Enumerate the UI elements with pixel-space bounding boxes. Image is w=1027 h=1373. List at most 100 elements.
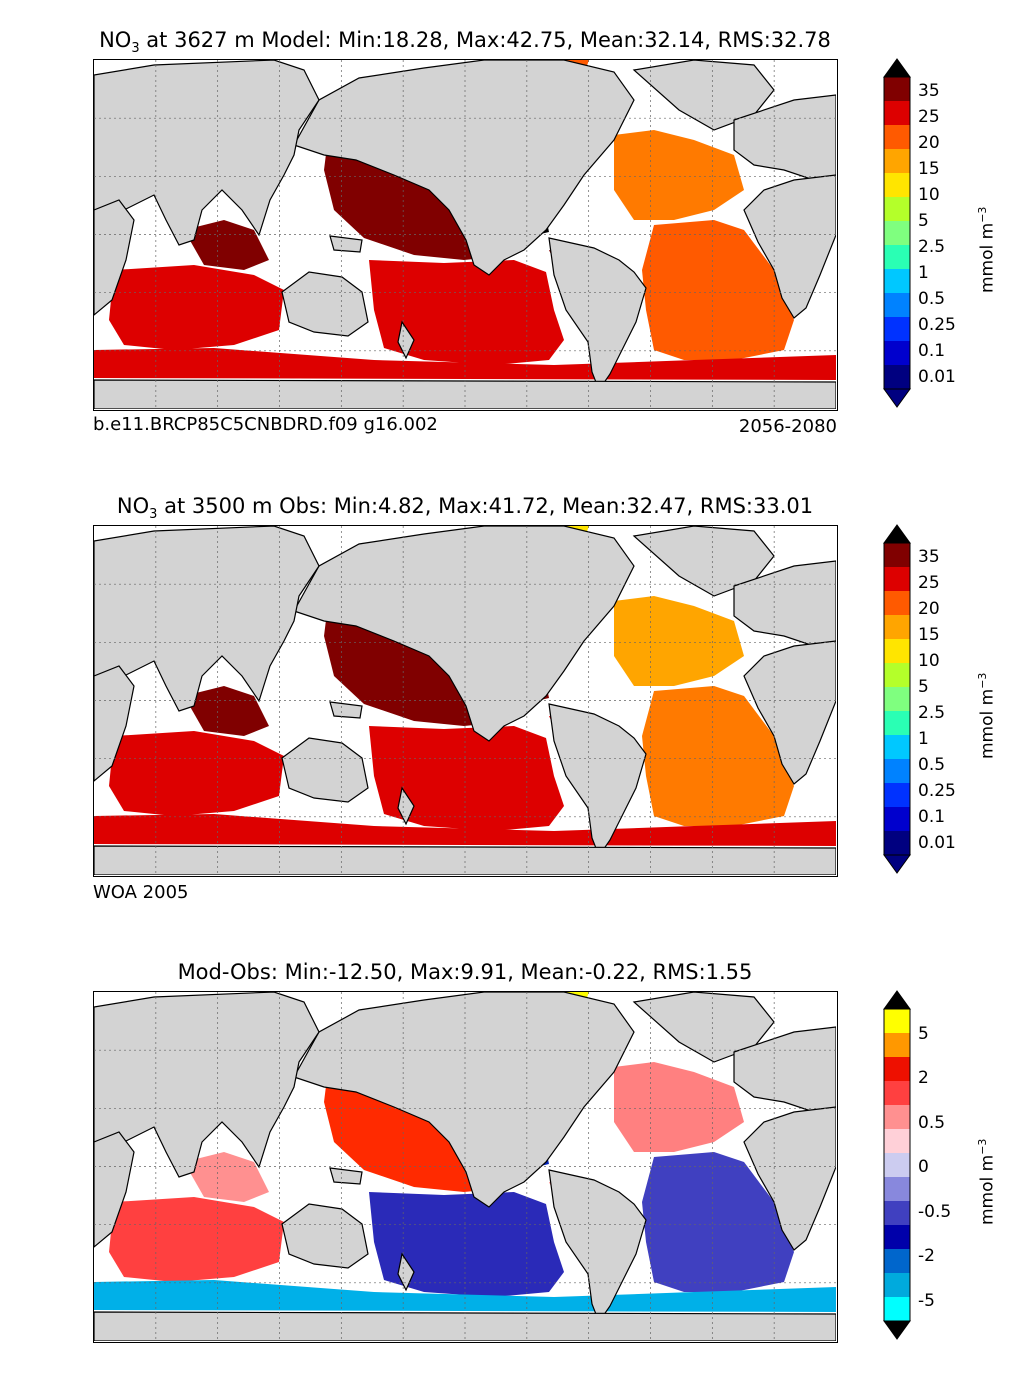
land-north-america (293, 992, 635, 1208)
land-new-guinea (329, 235, 363, 253)
colorbar-under-triangle (883, 388, 911, 408)
ocean-region-nat (614, 130, 744, 220)
colorbar (883, 58, 911, 408)
colorbar-segment (884, 1177, 910, 1201)
colorbar-tick-label: 25 (918, 573, 940, 594)
land-new-zealand (397, 320, 415, 360)
colorbar (883, 990, 911, 1340)
ocean-region-spac (369, 1192, 564, 1297)
colorbar-segment (884, 1201, 910, 1225)
colorbar-tick-label: 0.25 (918, 315, 956, 336)
colorbar-segment (884, 341, 910, 365)
colorbar-segment (884, 125, 910, 149)
colorbar-segment (884, 317, 910, 341)
colorbar-unit-label: mmol m−3 (976, 672, 998, 759)
colorbar-tick-label: 20 (918, 133, 940, 154)
land-new-zealand (397, 1252, 415, 1292)
land-new-guinea (329, 701, 363, 719)
land-africa-west (94, 1131, 135, 1248)
title-stats: Mod-Obs: Min:-12.50, Max:9.91, Mean:-0.2… (177, 960, 753, 984)
land-africa-west (94, 665, 135, 782)
land-greenland (632, 60, 775, 131)
land-antarctica (94, 845, 836, 875)
colorbar-segment (884, 149, 910, 173)
land-australia (281, 271, 369, 337)
land-south-america (548, 237, 647, 392)
colorbar-tick-label: 2.5 (918, 703, 946, 724)
land-greenland (632, 526, 775, 597)
land-south-america (548, 703, 647, 858)
colorbar-tick-label: 0.5 (918, 1112, 946, 1133)
ocean-region-nat (614, 596, 744, 686)
colorbar-tick-label: 5 (918, 1023, 929, 1044)
ocean-region-sat (642, 686, 794, 826)
colorbar-segment (884, 1225, 910, 1249)
land-australia (281, 1203, 369, 1269)
colorbar-over-triangle (883, 524, 911, 544)
land-africa (743, 640, 836, 785)
title-chem: NO (116, 494, 150, 518)
ocean-region-ind (109, 1197, 284, 1282)
map-model (93, 59, 838, 411)
colorbar-segment (884, 1057, 910, 1081)
colorbar-tick-label: 20 (918, 599, 940, 620)
land-africa (743, 1106, 836, 1251)
land-antarctica (94, 1311, 836, 1341)
colorbar-tick-label: 35 (918, 547, 940, 568)
colorbar-tick-label: 5 (918, 211, 929, 232)
colorbar-tick-label: -2 (918, 1246, 935, 1267)
ocean-region-nind (184, 1152, 269, 1202)
land-eurasia (94, 526, 320, 712)
colorbar-tick-label: 2 (918, 1068, 929, 1089)
colorbar-tick-label: 5 (918, 677, 929, 698)
colorbar-segment (884, 1129, 910, 1153)
colorbar-tick-label: 1 (918, 729, 929, 750)
colorbar-segment (884, 711, 910, 735)
colorbar-tick-label: 10 (918, 651, 940, 672)
land-north-america (293, 60, 635, 276)
title-stats: at 3500 m Obs: Min:4.82, Max:41.72, Mean… (157, 494, 814, 518)
colorbar-segment (884, 567, 910, 591)
land-greenland (632, 992, 775, 1063)
colorbar-segment (884, 1153, 910, 1177)
colorbar-svg (883, 58, 911, 408)
map-plot (94, 526, 836, 875)
colorbar-tick-label: 15 (918, 625, 940, 646)
colorbar-segment (884, 687, 910, 711)
colorbar-tick-label: 10 (918, 185, 940, 206)
colorbar-tick-label: 35 (918, 81, 940, 102)
colorbar-segment (884, 269, 910, 293)
colorbar-segment (884, 1249, 910, 1273)
colorbar-segment (884, 245, 910, 269)
colorbar-segment (884, 221, 910, 245)
map-obs (93, 525, 838, 877)
ocean-region-ind (109, 731, 284, 816)
colorbar-tick-label: 0 (918, 1157, 929, 1178)
land-eurasia (94, 60, 320, 246)
source-label: WOA 2005 (93, 882, 189, 903)
map-plot (94, 60, 836, 409)
colorbar-segment (884, 1009, 910, 1033)
land-eurasia (94, 992, 320, 1178)
land-africa-west (94, 199, 135, 316)
colorbar-segment (884, 615, 910, 639)
colorbar-tick-label: 0.1 (918, 341, 946, 362)
panel-title: NO3 at 3627 m Model: Min:18.28, Max:42.7… (0, 28, 930, 56)
colorbar-under-triangle (883, 854, 911, 874)
colorbar-segment (884, 591, 910, 615)
title-subscript: 3 (149, 507, 158, 523)
panel-title: Mod-Obs: Min:-12.50, Max:9.91, Mean:-0.2… (0, 960, 930, 984)
colorbar-tick-label: -5 (918, 1290, 935, 1311)
colorbar-tick-label: 2.5 (918, 237, 946, 258)
colorbar-tick-label: 0.1 (918, 807, 946, 828)
colorbar-tick-label: 0.01 (918, 367, 956, 388)
case-label: b.e11.BRCP85C5CNBDRD.f09 g16.002 (93, 414, 438, 435)
colorbar-tick-label: 1 (918, 263, 929, 284)
land-australia (281, 737, 369, 803)
colorbar-segment (884, 1273, 910, 1297)
land-new-zealand (397, 786, 415, 826)
colorbar-unit-label: mmol m−3 (976, 206, 998, 293)
land-north-america (293, 526, 635, 742)
title-chem: NO (99, 28, 132, 52)
map-plot (94, 992, 836, 1341)
